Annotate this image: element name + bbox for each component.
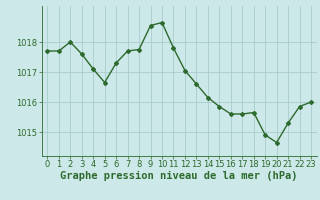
X-axis label: Graphe pression niveau de la mer (hPa): Graphe pression niveau de la mer (hPa) xyxy=(60,171,298,181)
